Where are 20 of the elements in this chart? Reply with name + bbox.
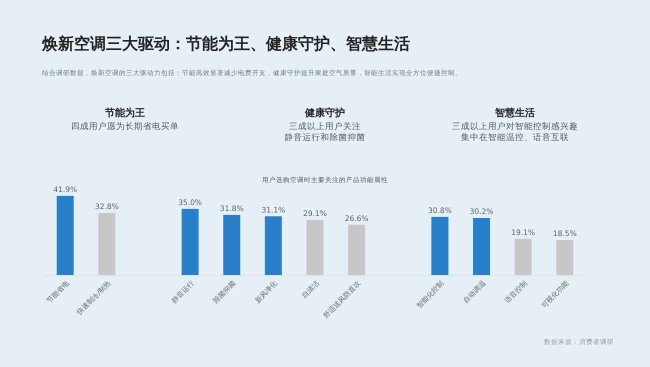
bar [431,216,448,275]
bar [56,196,74,275]
text: 智慧生活 [494,106,536,120]
bar [348,224,366,275]
text: 静音运行和除菌抑菌 [284,133,366,145]
bar [182,208,199,275]
text: 集中在智能温控、语音互联 [460,133,570,145]
bar [306,220,324,275]
bar [514,238,532,275]
text: 节能为王 [104,106,146,120]
bar [473,218,490,275]
bar [264,216,282,275]
text: 三成以上用户关注 [288,122,362,132]
bar [223,214,240,275]
chart-title: 焕新空调三大驱动：节能为王、健康守护、智慧生活 [42,34,410,55]
bar [98,213,116,275]
bar [556,240,574,275]
text: 四成用户愿为长期省电买单 [70,122,180,134]
text: 健康守护 [304,106,346,120]
text: 三成以上用户对智能控制感兴趣 [451,122,579,132]
